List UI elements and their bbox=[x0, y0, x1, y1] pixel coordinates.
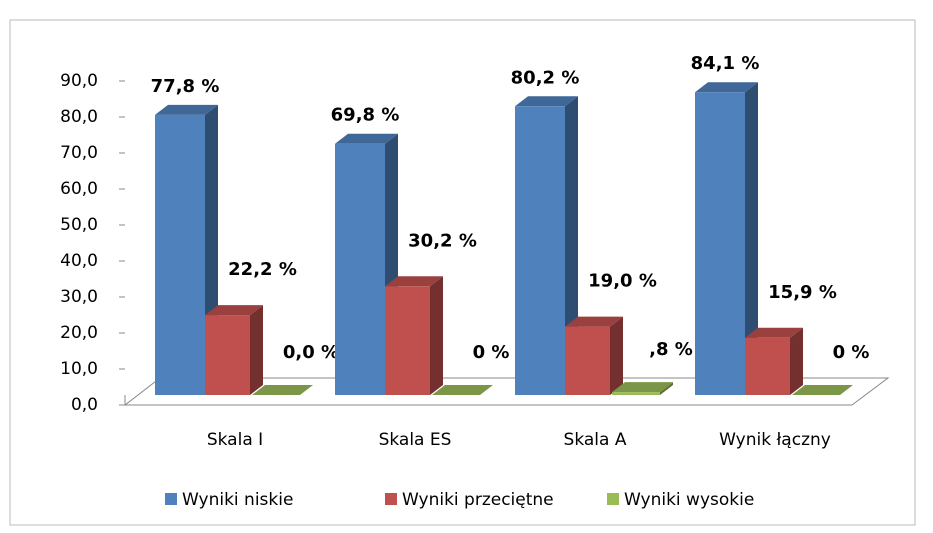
bar-side bbox=[610, 316, 623, 395]
value-label: 69,8 % bbox=[331, 105, 400, 126]
bar bbox=[335, 143, 385, 395]
bar-top bbox=[205, 305, 263, 316]
bar-top bbox=[335, 133, 398, 144]
bar-top bbox=[792, 385, 853, 395]
bar bbox=[385, 286, 430, 395]
value-label: 15,9 % bbox=[768, 282, 837, 303]
value-label: 80,2 % bbox=[511, 67, 580, 88]
value-label: 0 % bbox=[833, 342, 870, 363]
bar bbox=[565, 326, 610, 395]
y-tick-label: 30,0 bbox=[60, 287, 98, 307]
x-tick-label: Skala A bbox=[564, 430, 627, 450]
bar-top bbox=[565, 316, 623, 327]
y-tick-label: 90,0 bbox=[60, 71, 98, 91]
legend-swatch bbox=[165, 493, 177, 505]
bar-side bbox=[250, 305, 263, 395]
y-tick-label: 10,0 bbox=[60, 359, 98, 379]
value-label: 77,8 % bbox=[151, 76, 220, 97]
value-label: 84,1 % bbox=[691, 53, 760, 74]
bar bbox=[695, 92, 745, 396]
legend-swatch bbox=[385, 493, 397, 505]
bar-top bbox=[432, 385, 493, 395]
bar bbox=[612, 392, 660, 395]
bar-top bbox=[155, 104, 218, 115]
value-label: ,8 % bbox=[649, 339, 693, 360]
bar bbox=[155, 114, 205, 396]
bar-side bbox=[660, 382, 673, 395]
y-tick-label: 40,0 bbox=[60, 251, 98, 271]
y-tick-label: 50,0 bbox=[60, 215, 98, 235]
y-tick-label: 0,0 bbox=[71, 395, 98, 415]
legend-label: Wyniki przeciętne bbox=[402, 490, 554, 510]
bar-top bbox=[745, 327, 803, 338]
bar-top bbox=[612, 382, 673, 393]
bar bbox=[205, 315, 250, 395]
bar-side bbox=[790, 327, 803, 395]
bar-top bbox=[695, 82, 758, 93]
value-label: 0,0 % bbox=[283, 342, 339, 363]
bar-top bbox=[515, 96, 578, 107]
legend-label: Wyniki niskie bbox=[182, 490, 293, 510]
bar-side bbox=[430, 276, 443, 395]
bar bbox=[515, 106, 565, 395]
bar-side bbox=[745, 82, 758, 396]
y-tick-label: 70,0 bbox=[60, 143, 98, 163]
bar-top bbox=[385, 276, 443, 287]
value-label: 19,0 % bbox=[588, 271, 657, 292]
y-tick-label: 20,0 bbox=[60, 323, 98, 343]
y-tick-label: 80,0 bbox=[60, 107, 98, 127]
chart-frame bbox=[9, 19, 916, 526]
x-tick-label: Skala ES bbox=[379, 430, 452, 450]
bar-top bbox=[252, 385, 313, 395]
legend-label: Wyniki wysokie bbox=[624, 490, 754, 510]
bar bbox=[745, 337, 790, 395]
y-tick-label: 60,0 bbox=[60, 179, 98, 199]
value-label: 0 % bbox=[473, 342, 510, 363]
legend-swatch bbox=[607, 493, 619, 505]
x-tick-label: Wynik łączny bbox=[719, 430, 831, 450]
value-label: 22,2 % bbox=[228, 259, 297, 280]
x-tick-label: Skala I bbox=[207, 430, 263, 450]
value-label: 30,2 % bbox=[408, 230, 477, 251]
